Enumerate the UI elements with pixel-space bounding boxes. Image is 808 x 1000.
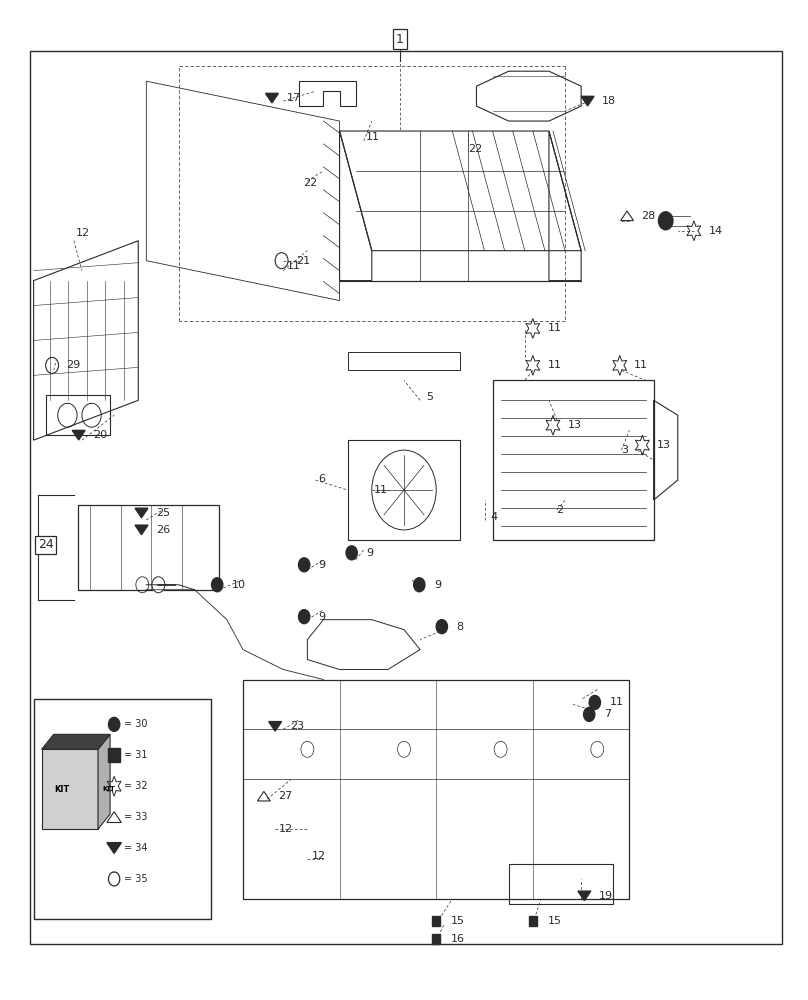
Polygon shape — [107, 843, 121, 853]
Text: = 35: = 35 — [124, 874, 147, 884]
Text: 9: 9 — [434, 580, 441, 590]
Text: 24: 24 — [38, 538, 53, 551]
Circle shape — [346, 546, 357, 560]
Bar — [509, 864, 613, 904]
Text: 22: 22 — [469, 144, 482, 154]
Text: 20: 20 — [93, 430, 107, 440]
Text: 5: 5 — [426, 392, 433, 402]
Text: 16: 16 — [451, 934, 465, 944]
Text: 3: 3 — [621, 445, 629, 455]
Polygon shape — [135, 525, 148, 535]
Text: 25: 25 — [156, 508, 170, 518]
Text: 15: 15 — [451, 916, 465, 926]
Circle shape — [212, 578, 223, 592]
Circle shape — [436, 620, 448, 634]
Text: 26: 26 — [156, 525, 170, 535]
Text: = 33: = 33 — [124, 812, 147, 822]
Text: 4: 4 — [490, 512, 497, 522]
Circle shape — [659, 212, 673, 230]
Circle shape — [589, 695, 600, 709]
Text: 1: 1 — [396, 33, 404, 46]
Bar — [30, 51, 782, 944]
Text: 19: 19 — [599, 891, 613, 901]
Text: 9: 9 — [366, 548, 373, 558]
Circle shape — [298, 558, 309, 572]
Circle shape — [414, 578, 425, 592]
Text: 13: 13 — [657, 440, 671, 450]
Text: 27: 27 — [279, 791, 292, 801]
Text: 23: 23 — [289, 721, 304, 731]
Polygon shape — [269, 722, 282, 731]
Text: = 30: = 30 — [124, 719, 147, 729]
Polygon shape — [72, 430, 85, 440]
Text: 15: 15 — [547, 916, 562, 926]
Text: = 34: = 34 — [124, 843, 147, 853]
Polygon shape — [42, 749, 98, 829]
Bar — [34, 699, 211, 919]
Text: 21: 21 — [296, 256, 310, 266]
Text: 17: 17 — [287, 93, 301, 103]
Text: KIT: KIT — [54, 785, 69, 794]
Bar — [108, 748, 120, 762]
Text: 11: 11 — [609, 697, 623, 707]
Text: 11: 11 — [287, 261, 301, 271]
Text: = 32: = 32 — [124, 781, 147, 791]
Bar — [432, 934, 440, 944]
Text: 11: 11 — [547, 360, 562, 370]
Text: 12: 12 — [280, 824, 293, 834]
Circle shape — [583, 707, 595, 721]
Text: 22: 22 — [303, 178, 318, 188]
Text: 18: 18 — [602, 96, 617, 106]
Circle shape — [298, 610, 309, 624]
Text: 2: 2 — [556, 505, 563, 515]
Polygon shape — [266, 93, 279, 103]
Bar — [528, 916, 537, 926]
Text: 9: 9 — [318, 612, 326, 622]
Text: 11: 11 — [374, 485, 388, 495]
Text: 12: 12 — [76, 228, 90, 238]
Text: 12: 12 — [311, 851, 326, 861]
Text: 11: 11 — [634, 360, 648, 370]
Text: 8: 8 — [457, 622, 464, 632]
Text: 6: 6 — [318, 474, 325, 484]
Polygon shape — [578, 891, 591, 901]
Circle shape — [108, 717, 120, 731]
Bar — [78, 505, 219, 590]
Text: 29: 29 — [66, 360, 81, 370]
Bar — [46, 395, 110, 435]
Text: 14: 14 — [709, 226, 722, 236]
Text: 9: 9 — [318, 560, 326, 570]
Text: KIT: KIT — [103, 786, 116, 792]
Text: 7: 7 — [604, 709, 611, 719]
Text: 11: 11 — [547, 323, 562, 333]
Polygon shape — [42, 734, 110, 749]
Bar — [432, 916, 440, 926]
Text: 13: 13 — [567, 420, 582, 430]
Circle shape — [152, 577, 165, 593]
Text: 10: 10 — [232, 580, 246, 590]
Polygon shape — [135, 508, 148, 518]
Text: = 31: = 31 — [124, 750, 147, 760]
Polygon shape — [98, 734, 110, 829]
Text: 28: 28 — [642, 211, 656, 221]
Polygon shape — [581, 96, 594, 106]
Text: 11: 11 — [365, 132, 379, 142]
Bar — [347, 352, 461, 370]
